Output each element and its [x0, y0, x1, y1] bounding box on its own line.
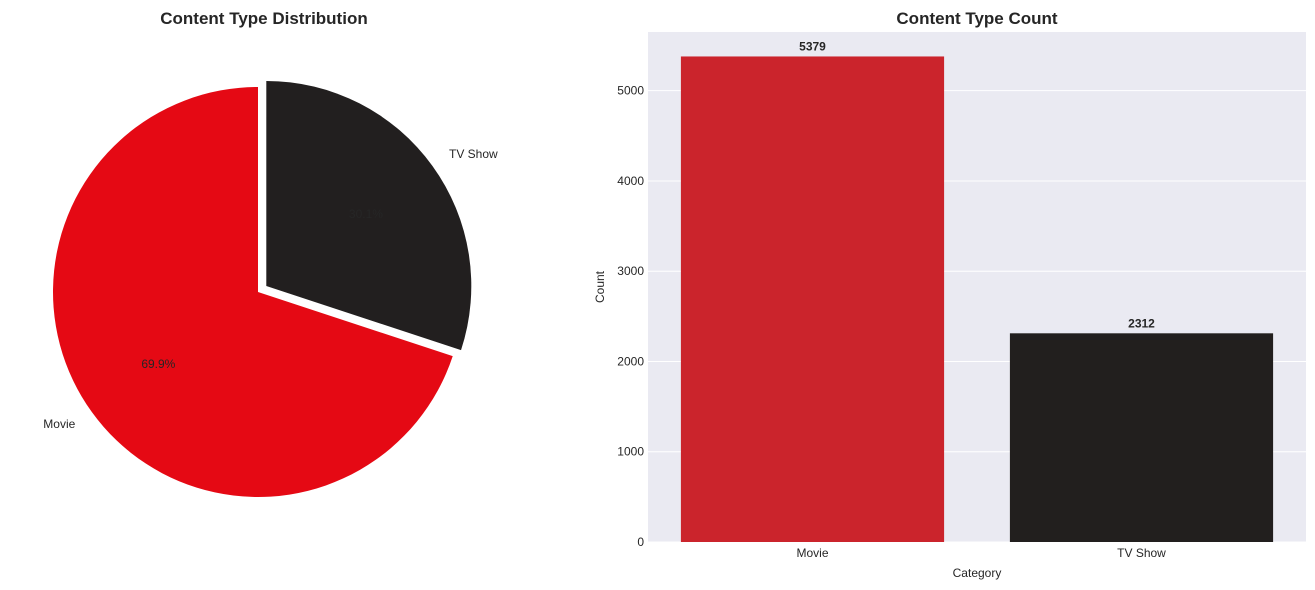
x-tick-label-tv-show: TV Show	[1117, 546, 1166, 560]
pie-chart: Content Type Distribution Movie 69.9% TV S…	[43, 9, 498, 497]
pie-label-movie: Movie	[43, 417, 75, 431]
pie-label-tv-show: TV Show	[449, 147, 498, 161]
bar-value-label-tv-show: 2312	[1128, 316, 1155, 330]
y-axis-label: Count	[593, 270, 607, 303]
bar-chart-title: Content Type Count	[896, 9, 1057, 28]
pie-percent-tv-show: 30.1%	[349, 207, 383, 221]
bar-chart: Content Type Count 0 1000 2000 3000 4000 5000…	[593, 9, 1306, 580]
y-tick-label-4000: 4000	[617, 174, 644, 188]
pie-slice-tv-show	[266, 80, 472, 351]
bar-movie	[680, 56, 945, 543]
y-tick-label-3000: 3000	[617, 264, 644, 278]
y-tick-label-5000: 5000	[617, 84, 644, 98]
bar-tv-show	[1009, 333, 1274, 542]
bar-value-label-movie: 5379	[799, 39, 826, 53]
pie-percent-movie: 69.9%	[141, 357, 175, 371]
x-tick-label-movie: Movie	[796, 546, 828, 560]
pie-slice-movie	[53, 87, 453, 497]
x-axis-label: Category	[953, 566, 1002, 580]
y-tick-label-1000: 1000	[617, 445, 644, 459]
y-tick-label-2000: 2000	[617, 354, 644, 368]
pie-chart-title: Content Type Distribution	[160, 9, 367, 28]
y-tick-label-0: 0	[637, 535, 644, 549]
